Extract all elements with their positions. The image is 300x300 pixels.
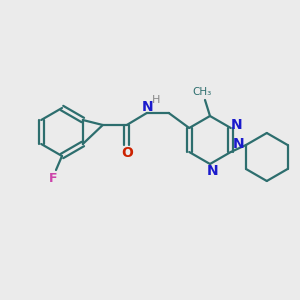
Text: F: F [49,172,57,184]
Text: CH₃: CH₃ [192,87,212,97]
Text: N: N [207,164,219,178]
Text: N: N [142,100,154,114]
Text: N: N [231,118,243,132]
Text: O: O [121,146,133,160]
Text: H: H [152,95,160,105]
Text: N: N [233,137,245,151]
